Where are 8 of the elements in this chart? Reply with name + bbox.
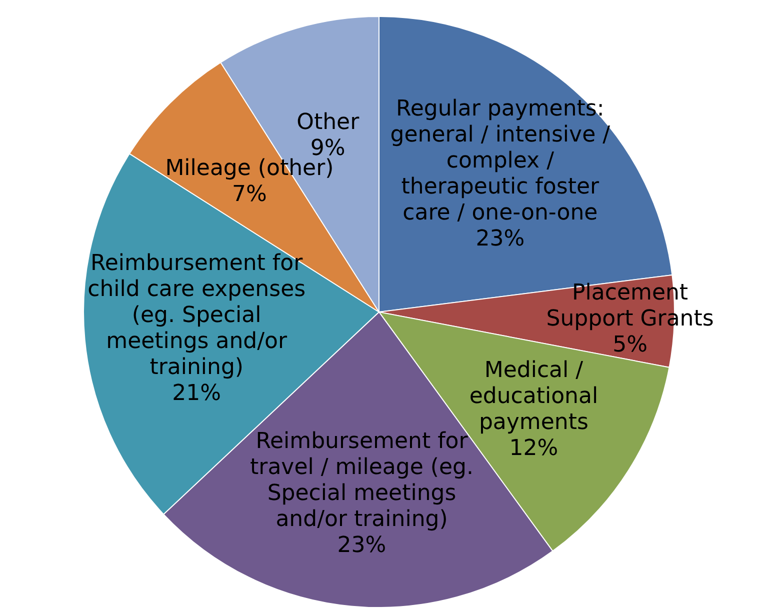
data-label: 12% xyxy=(509,436,558,461)
slice-label: Reimbursement for child care expenses (eg. Special meetings and/or training) xyxy=(88,250,306,380)
data-label: 23% xyxy=(337,533,386,558)
data-label: 21% xyxy=(172,380,222,406)
slice-label: Other xyxy=(296,110,360,135)
data-label: 5% xyxy=(612,332,648,358)
data-label: 23% xyxy=(476,226,525,252)
data-label: 7% xyxy=(232,182,267,208)
